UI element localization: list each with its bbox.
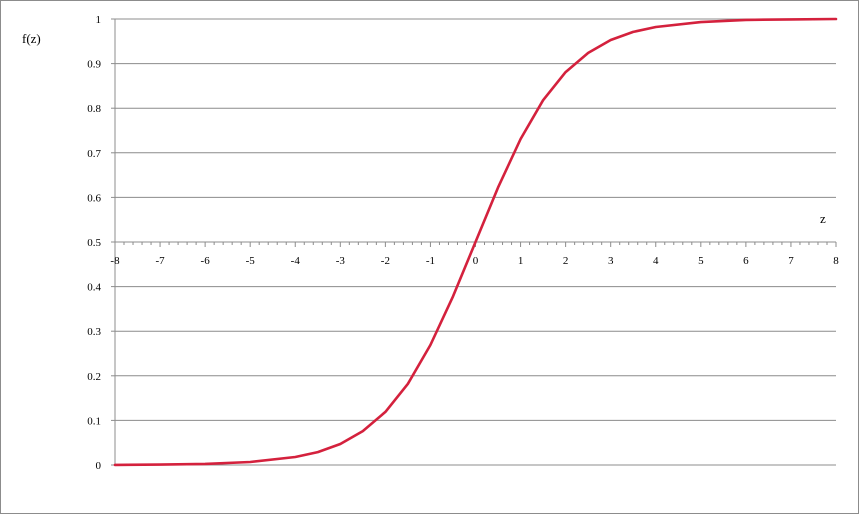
x-tick-label: 5 (698, 255, 704, 267)
series-layer (113, 17, 838, 467)
y-tick-label: 0.9 (87, 59, 101, 71)
x-tick-label: 1 (518, 255, 524, 267)
x-tick-label: 6 (743, 255, 749, 267)
y-axis-title: f(z) (22, 31, 41, 46)
x-tick-label: 8 (833, 255, 839, 267)
y-tick-label: 0 (96, 460, 102, 472)
y-tick-label: 0.6 (87, 192, 101, 204)
y-tick-label: 0.3 (87, 326, 101, 338)
x-tick-label: -5 (246, 255, 256, 267)
x-tick-label: 0 (473, 255, 479, 267)
x-tick-label: 2 (563, 255, 569, 267)
y-tick-label: 0.8 (87, 103, 101, 115)
x-tick-label: 3 (608, 255, 614, 267)
y-tick-label: 0.1 (87, 415, 101, 427)
series-line (113, 17, 838, 467)
x-tick-label: -4 (291, 255, 301, 267)
x-axis-title: z (820, 211, 826, 226)
y-tick-label: 0.2 (87, 371, 101, 383)
y-tick-label: 0.5 (87, 237, 101, 249)
x-tick-label: -7 (155, 255, 165, 267)
x-tick-label: -3 (336, 255, 346, 267)
y-tick-label: 1 (96, 14, 102, 26)
x-tick-label: -8 (110, 255, 120, 267)
y-tick-label: 0.4 (87, 282, 101, 294)
x-tick-label: 7 (788, 255, 794, 267)
y-tick-label: 0.7 (87, 148, 101, 160)
y-axis: 0 0.1 0.2 0.3 0.4 0.5 0.6 0.7 0.8 0.9 1 (87, 14, 116, 472)
x-tick-label: 4 (653, 255, 659, 267)
x-tick-label: -2 (381, 255, 390, 267)
x-tick-label: -6 (201, 255, 211, 267)
x-tick-label: -1 (426, 255, 435, 267)
x-axis: -8 -7 -6 -5 -4 -3 -2 -1 0 1 2 3 4 5 6 7 8 (110, 241, 839, 267)
